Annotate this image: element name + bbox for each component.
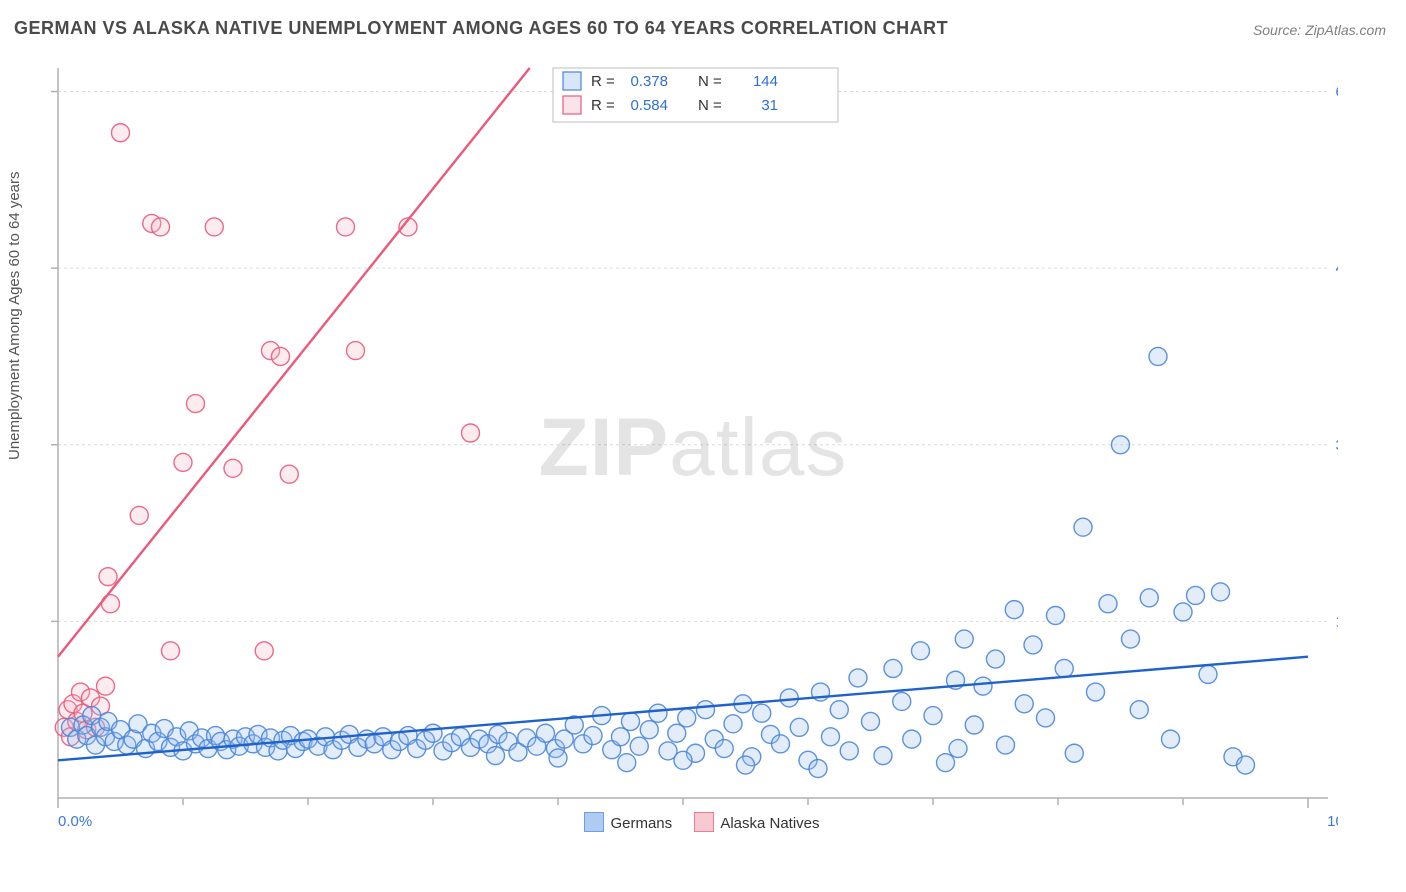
chart-source: Source: ZipAtlas.com — [1253, 22, 1386, 38]
svg-text:45.0%: 45.0% — [1335, 260, 1338, 277]
svg-text:60.0%: 60.0% — [1335, 84, 1338, 101]
svg-text:R =: R = — [591, 73, 615, 90]
scatter-svg: 15.0%30.0%45.0%60.0%0.0%100.0% R =0.378N… — [48, 58, 1338, 838]
axis-tick-labels: 15.0%30.0%45.0%60.0%0.0%100.0% — [58, 84, 1338, 830]
correlation-legend: R = 0.378 N = 144 R = 0.584 N = 31 — [553, 68, 838, 122]
chart-title: GERMAN VS ALASKA NATIVE UNEMPLOYMENT AMO… — [14, 18, 948, 39]
series-german-points — [62, 347, 1255, 777]
svg-text:30.0%: 30.0% — [1335, 437, 1338, 454]
gridlines — [58, 92, 1328, 622]
svg-text:R =: R = — [591, 97, 615, 114]
trend-lines — [58, 68, 1308, 760]
series-alaska-points — [55, 124, 479, 746]
svg-text:0.584: 0.584 — [630, 97, 668, 114]
svg-text:N =: N = — [698, 97, 722, 114]
axes — [51, 68, 1328, 808]
svg-text:31: 31 — [761, 97, 778, 114]
svg-text:144: 144 — [753, 73, 778, 90]
svg-text:15.0%: 15.0% — [1335, 613, 1338, 630]
y-axis-label: Unemployment Among Ages 60 to 64 years — [6, 171, 23, 460]
svg-text:N =: N = — [698, 73, 722, 90]
bottom-legend: Germans Alaska Natives — [48, 812, 1338, 832]
svg-text:0.378: 0.378 — [630, 73, 668, 90]
plot-area: ZIPatlas 15.0%30.0%45.0%60.0%0.0%100.0% … — [48, 58, 1338, 838]
